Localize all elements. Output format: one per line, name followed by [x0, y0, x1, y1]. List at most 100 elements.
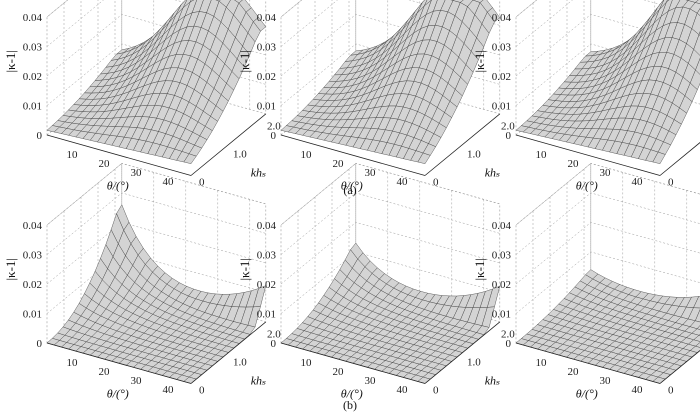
y-tick-label: 1.0 [467, 149, 481, 161]
x-tick-label: 30 [131, 167, 143, 179]
z-gridline [515, 222, 700, 285]
z-tick-label: 0.03 [492, 42, 512, 54]
x-tick-label: 30 [600, 167, 612, 179]
y-tick-label: 2.0 [501, 121, 515, 133]
y-tick-label: 0 [433, 177, 439, 189]
row-caption-a: (a) [343, 183, 356, 197]
x-axis-title: θ/(°) [107, 387, 129, 401]
x-tick-label: 40 [163, 176, 175, 188]
z-tick-label: 0 [271, 338, 277, 350]
x-tick-label: 30 [131, 375, 143, 387]
z-tick-label: 0 [271, 130, 277, 142]
surface-cell [695, 58, 700, 75]
z-tick-label: 0.01 [23, 309, 42, 321]
z-tick-label: 0.03 [23, 42, 43, 54]
x-axis-title: θ/(°) [341, 179, 363, 193]
surface-plot-3: 00.010.020.030.04|κ-1|10203040θ/(°)01.02… [472, 0, 700, 193]
y-tick-label: 1.0 [233, 149, 247, 161]
x-tick-label: 40 [632, 384, 644, 396]
surface-cell [695, 309, 700, 323]
x-axis-title: θ/(°) [576, 387, 598, 401]
x-tick-label: 40 [163, 384, 175, 396]
x-tick-label: 20 [333, 158, 345, 170]
y-tick-label: 0 [433, 385, 439, 397]
z-tick-label: 0.04 [492, 220, 512, 232]
z-tick-label: 0.01 [492, 309, 511, 321]
back-wall [355, 163, 501, 323]
x-axis-line [280, 342, 426, 384]
z-tick-label: 0 [37, 338, 43, 350]
x-tick-label: 30 [365, 167, 377, 179]
y-tick-label: 0 [199, 177, 205, 189]
z-gridline [46, 163, 266, 226]
x-tick-label: 30 [365, 375, 377, 387]
surface-cell [652, 151, 666, 164]
z-gridline [280, 163, 500, 226]
surface-cell [694, 0, 700, 5]
z-tick-label: 0.03 [23, 250, 43, 262]
y-tick-label: 0 [668, 385, 674, 397]
x-tick-label: 10 [536, 149, 548, 161]
x-tick-label: 40 [397, 384, 409, 396]
surface-plot-1: 0 0.01 0.02 0.03 0.04 |κ-1| 10 20 30 40 θ/(°) 0 1.0 2… [3, 0, 281, 193]
z-tick-label: 0.04 [23, 220, 43, 232]
z-tick-label: 0.04 [492, 12, 512, 24]
y-tick-label: 1.0 [233, 357, 247, 369]
z-tick-label: 0.04 [257, 220, 277, 232]
z-gridline [280, 192, 500, 255]
x-axis-title: θ/(°) [107, 179, 129, 193]
z-tick-label: 0 [37, 130, 43, 142]
z-tick-label: 0.02 [23, 279, 42, 291]
surface-plot-5: 0 0.01 0.02 0.03 0.04 |κ-1| 10 20 30 40 θ/(°) 0 1.0 2… [237, 162, 515, 401]
z-tick-label: 0.03 [492, 250, 512, 262]
surface-cell [183, 153, 197, 164]
x-tick-label: 10 [536, 357, 548, 369]
z-gridline [46, 192, 266, 255]
z-axis-title: |κ-1| [472, 258, 487, 281]
x-tick-label: 20 [568, 366, 580, 378]
x-tick-label: 10 [301, 149, 313, 161]
x-tick-label: 10 [301, 357, 313, 369]
x-axis-line [46, 342, 192, 384]
y-axis-title: khₛ [485, 374, 500, 388]
y-tick-label: 0 [199, 385, 205, 397]
y-axis-line [190, 321, 267, 384]
x-tick-label: 40 [397, 176, 409, 188]
y-axis-title: khₛ [485, 166, 500, 180]
y-axis-title: khₛ [251, 166, 266, 180]
x-axis-line [46, 134, 192, 176]
y-axis-line [424, 321, 501, 384]
z-tick-label: 0.02 [257, 71, 276, 83]
z-tick-label: 0 [506, 338, 512, 350]
z-tick-label: 0 [506, 130, 512, 142]
surface-cell [696, 8, 700, 16]
x-tick-label: 10 [67, 357, 79, 369]
z-tick-label: 0.01 [23, 101, 42, 113]
z-tick-label: 0.02 [492, 71, 511, 83]
z-tick-label: 0.02 [23, 71, 42, 83]
surface-cell [695, 342, 700, 348]
y-axis-line [659, 350, 700, 384]
y-axis-line [424, 113, 501, 176]
x-tick-label: 30 [600, 375, 612, 387]
x-tick-label: 20 [99, 158, 111, 170]
row-caption-b: (b) [343, 398, 357, 412]
x-tick-label: 10 [67, 149, 79, 161]
z-tick-label: 0.01 [257, 101, 276, 113]
x-axis-line [515, 134, 661, 176]
y-tick-label: 2.0 [501, 329, 515, 341]
surface-cell [417, 152, 431, 164]
z-axis-title: |κ-1| [3, 50, 18, 73]
surface-plot-2: 0 0.01 0.02 0.03 0.04 |κ-1| 10 20 30 40 θ/(°) 0 1.0 2… [237, 0, 515, 193]
x-tick-label: 20 [568, 158, 580, 170]
z-tick-label: 0.02 [492, 279, 511, 291]
z-tick-label: 0.02 [257, 279, 276, 291]
x-axis-title: θ/(°) [341, 387, 363, 401]
z-tick-label: 0.04 [23, 12, 43, 24]
y-tick-label: 2.0 [267, 121, 281, 133]
z-tick-label: 0.04 [257, 12, 277, 24]
z-axis-title: |κ-1| [472, 50, 487, 73]
z-gridline [280, 222, 500, 285]
y-axis-line [659, 142, 700, 176]
